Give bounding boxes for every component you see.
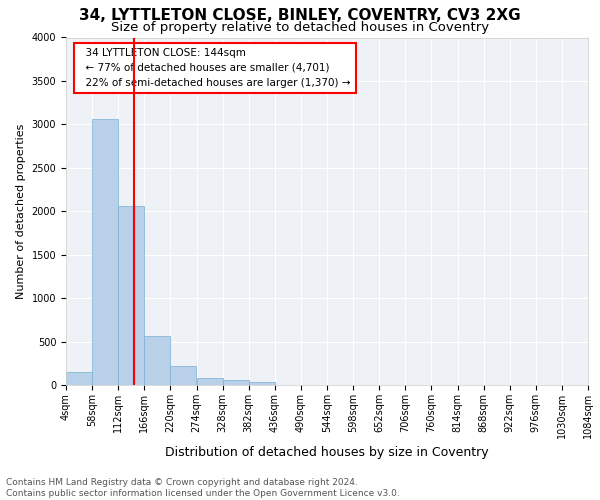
Text: Size of property relative to detached houses in Coventry: Size of property relative to detached ho… <box>111 21 489 34</box>
X-axis label: Distribution of detached houses by size in Coventry: Distribution of detached houses by size … <box>165 446 489 459</box>
Text: 34, LYTTLETON CLOSE, BINLEY, COVENTRY, CV3 2XG: 34, LYTTLETON CLOSE, BINLEY, COVENTRY, C… <box>79 8 521 22</box>
Text: 34 LYTTLETON CLOSE: 144sqm
  ← 77% of detached houses are smaller (4,701)
  22% : 34 LYTTLETON CLOSE: 144sqm ← 77% of deta… <box>79 48 350 88</box>
Bar <box>223 380 249 385</box>
Y-axis label: Number of detached properties: Number of detached properties <box>16 124 26 299</box>
Bar <box>170 366 196 385</box>
Bar <box>249 382 275 385</box>
Bar <box>118 206 144 385</box>
Bar <box>66 372 92 385</box>
Bar <box>145 336 170 385</box>
Bar <box>197 378 223 385</box>
Text: Contains HM Land Registry data © Crown copyright and database right 2024.
Contai: Contains HM Land Registry data © Crown c… <box>6 478 400 498</box>
Bar <box>92 119 118 385</box>
